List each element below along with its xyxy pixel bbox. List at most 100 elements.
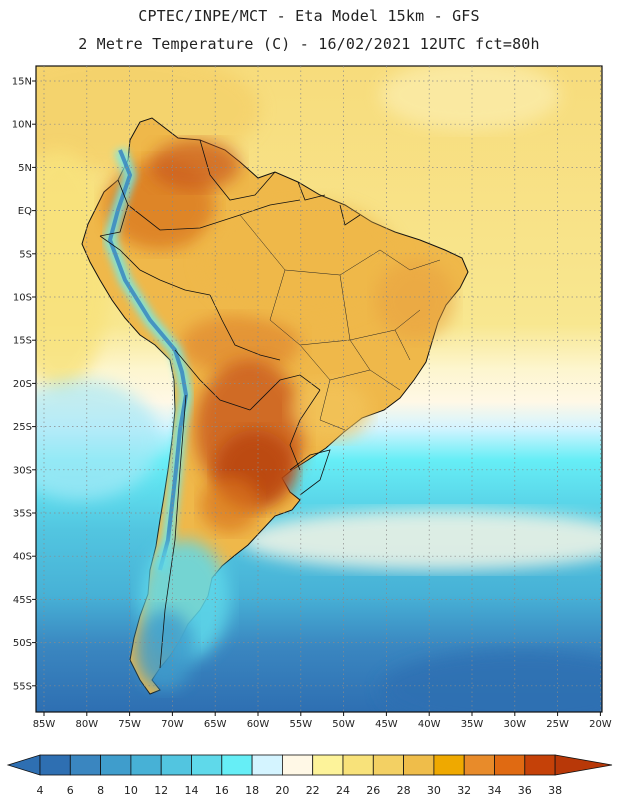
brazil-argentina-border	[289, 389, 321, 471]
tierra-del-fuego-cold-area	[135, 610, 195, 690]
longitude-label: 80W	[75, 719, 98, 730]
longitude-label: 35W	[461, 719, 484, 730]
map-frame	[35, 65, 603, 713]
latitude-label: 45S	[13, 595, 32, 606]
country-borders	[99, 139, 361, 669]
colorbar-label: 16	[215, 784, 229, 797]
colorbar-label: 12	[154, 784, 168, 797]
map-title-line2: 2 Metre Temperature (C) - 16/02/2021 12U…	[78, 35, 540, 53]
longitude-label: 75W	[118, 719, 141, 730]
map-ticks	[32, 80, 601, 716]
colorbar-label: 20	[275, 784, 289, 797]
chile-argentina-border	[159, 394, 187, 669]
latitude-label: 30S	[13, 465, 32, 476]
french-guiana-border	[339, 204, 361, 226]
latitude-labels: 15N 10N 5N EQ 5S 10S 15S 20S 25S 30S 35S 40S 45S 50S 5…	[12, 77, 32, 693]
longitude-label: 50W	[332, 719, 355, 730]
colorbar-min-arrow	[6, 754, 41, 776]
central-brazil-hot-area	[180, 315, 300, 375]
colorbar-label: 32	[457, 784, 471, 797]
longitude-label: 85W	[33, 719, 56, 730]
longitude-label: 55W	[289, 719, 312, 730]
colorbar-swatch	[403, 754, 435, 776]
colorbar-label: 8	[97, 784, 104, 797]
venezuela-hot-core	[150, 140, 240, 190]
colorbar-label: 10	[124, 784, 138, 797]
latitude-label: 15N	[12, 77, 32, 88]
colorbar-swatch	[433, 754, 465, 776]
atlantic-neutral-band	[240, 510, 602, 570]
colorbar-swatch	[342, 754, 374, 776]
longitude-label: 60W	[247, 719, 270, 730]
colorbar-label: 18	[245, 784, 259, 797]
longitude-label: 40W	[418, 719, 441, 730]
colorbar-swatch	[100, 754, 132, 776]
latitude-label: 25S	[13, 422, 32, 433]
colorbar-swatch	[281, 754, 314, 776]
colorbar-swatch	[191, 754, 223, 776]
latitude-label: 50S	[13, 638, 32, 649]
map-title-line1: CPTEC/INPE/MCT - Eta Model 15km - GFS	[138, 7, 480, 25]
colorbar-label: 38	[548, 784, 562, 797]
latitude-label: 5S	[19, 249, 32, 260]
colorbar-swatch	[494, 754, 526, 776]
colorbar-label: 28	[397, 784, 411, 797]
bolivia-paraguay-border	[249, 374, 321, 411]
guyana-border	[297, 181, 326, 201]
colorbar-label: 36	[518, 784, 532, 797]
south-atlantic-cold-area	[380, 650, 602, 712]
latitude-label: EQ	[18, 206, 32, 217]
latitude-label: 55S	[13, 681, 32, 692]
longitude-label: 30W	[503, 719, 526, 730]
colorbar-label: 14	[185, 784, 199, 797]
latitude-label: 35S	[13, 509, 32, 520]
colorbar-swatch	[160, 754, 192, 776]
longitude-label: 45W	[375, 719, 398, 730]
colorbar-max-arrow	[554, 754, 613, 776]
uruguay-border	[289, 449, 331, 496]
colorbar-swatch	[69, 754, 102, 776]
colorbar-label: 26	[366, 784, 380, 797]
longitude-label: 25W	[546, 719, 569, 730]
argentina-warm-south	[200, 477, 260, 533]
temperature-colorbar	[6, 754, 613, 776]
colorbar-swatch	[39, 754, 71, 776]
colorbar-swatch	[524, 754, 556, 776]
colorbar-swatch	[130, 754, 162, 776]
colorbar-swatch	[251, 754, 283, 776]
ecuador-peru-border	[99, 235, 211, 296]
latitude-label: 10S	[13, 293, 32, 304]
pacific-warm-area	[36, 150, 110, 390]
state-borders	[239, 214, 441, 431]
latitude-label: 10N	[12, 120, 32, 131]
colombia-brazil-border	[127, 199, 301, 231]
colorbar-swatch	[221, 754, 253, 776]
colorbar-swatch	[312, 754, 344, 776]
peru-bolivia-border	[209, 294, 281, 361]
latitude-label: 5N	[18, 163, 32, 174]
pacific-cool-area	[36, 380, 160, 500]
latitude-label: 15S	[13, 336, 32, 347]
amazon-warm-area	[200, 200, 400, 320]
longitude-label: 65W	[204, 719, 227, 730]
colorbar-labels: 4 6 8 10 12 14 16 18 20 22 24 26 28 30 32 34 36 38	[37, 784, 563, 797]
colorbar-label: 30	[427, 784, 441, 797]
latitude-label: 20S	[13, 379, 32, 390]
longitude-label: 20W	[589, 719, 612, 730]
colorbar-swatch	[372, 754, 404, 776]
colorbar-label: 4	[37, 784, 44, 797]
atlantic-pale-area	[380, 66, 560, 130]
temperature-field	[36, 66, 602, 712]
latitude-label: 40S	[13, 552, 32, 563]
venezuela-border	[199, 139, 276, 201]
colorbar-label: 22	[306, 784, 320, 797]
colombia-ecuador-border	[99, 179, 129, 237]
colorbar-label: 34	[488, 784, 502, 797]
colorbar-swatch	[463, 754, 495, 776]
northeast-brazil-warm	[375, 260, 455, 340]
colorbar-label: 6	[67, 784, 74, 797]
longitude-label: 70W	[161, 719, 184, 730]
southeast-brazil-mild	[290, 380, 370, 440]
bolivia-chile-border	[174, 349, 251, 411]
